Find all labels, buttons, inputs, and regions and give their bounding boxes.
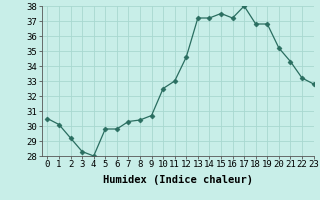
X-axis label: Humidex (Indice chaleur): Humidex (Indice chaleur) xyxy=(103,175,252,185)
